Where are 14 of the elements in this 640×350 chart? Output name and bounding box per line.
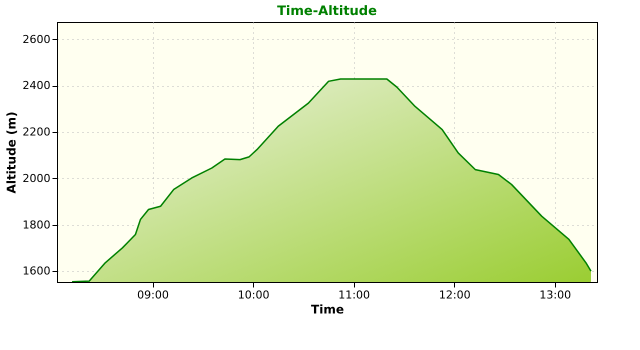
y-tick-label: 1800 bbox=[22, 218, 50, 232]
x-tick-label: 09:00 bbox=[137, 288, 169, 302]
x-tick-label: 13:00 bbox=[539, 288, 572, 302]
x-tick-label: 12:00 bbox=[438, 288, 471, 302]
chart-title: Time-Altitude bbox=[277, 4, 378, 19]
x-axis-title: Time bbox=[311, 302, 344, 316]
y-axis-title: Altitude (m) bbox=[4, 112, 19, 194]
y-tick-label: 2200 bbox=[22, 126, 50, 139]
y-tick-label: 2000 bbox=[22, 172, 50, 185]
y-tick-label: 2600 bbox=[22, 32, 50, 46]
y-tick-label: 1600 bbox=[22, 264, 50, 278]
x-tick-label: 11:00 bbox=[338, 288, 370, 302]
x-tick-label: 10:00 bbox=[238, 288, 270, 302]
y-tick-label: 2400 bbox=[22, 79, 50, 92]
